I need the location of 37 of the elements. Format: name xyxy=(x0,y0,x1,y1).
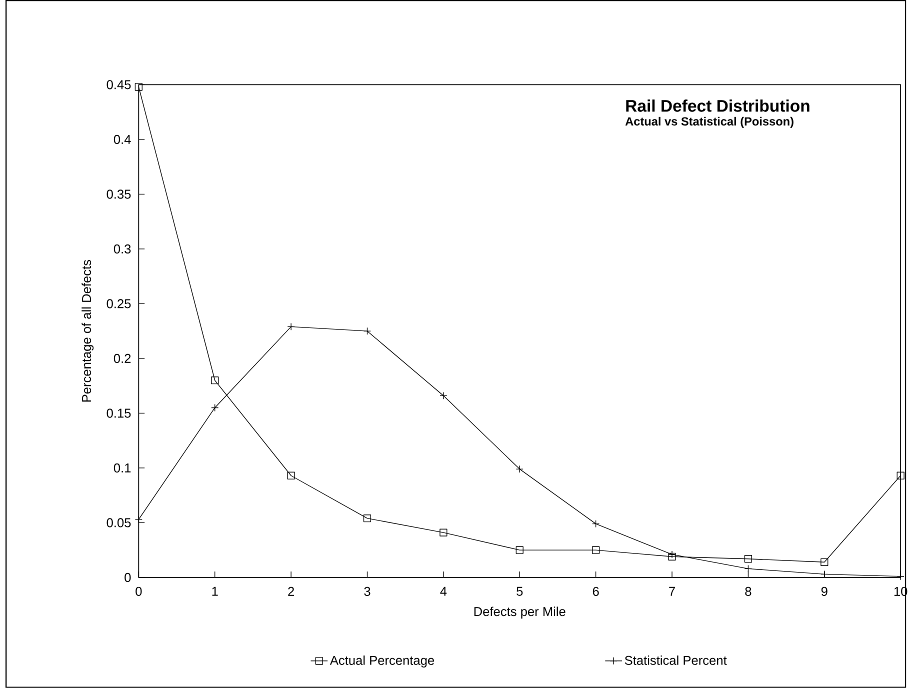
x-tick-label: 6 xyxy=(592,586,599,596)
y-tick-label: 0.05 xyxy=(106,518,131,528)
y-tick-label: 0.45 xyxy=(106,80,131,90)
point xyxy=(744,555,752,563)
point xyxy=(820,558,828,566)
point xyxy=(668,552,676,561)
text: Rail Defect Distribution xyxy=(626,100,810,112)
x-tick-label: 5 xyxy=(516,586,523,596)
x-tick-label: 9 xyxy=(821,586,828,596)
point xyxy=(134,83,142,91)
y-tick-label: 0.1 xyxy=(114,463,131,473)
legend-label: Statistical Percent xyxy=(624,656,727,665)
y-tick-label: 0.2 xyxy=(114,354,131,364)
y-tick-label: 0.15 xyxy=(106,408,131,418)
x-axis-title: Defects per Mile xyxy=(474,606,566,619)
text: Actual vs Statistical (Poisson) xyxy=(625,116,794,128)
y-tick-label: 0 xyxy=(124,572,131,582)
point xyxy=(287,472,295,480)
x-tick-label: 8 xyxy=(745,586,752,596)
x-tick-label: 0 xyxy=(136,586,142,596)
point xyxy=(363,514,372,522)
point xyxy=(516,546,524,554)
y-tick-label: 0.35 xyxy=(106,190,131,199)
y-tick-label: 0.3 xyxy=(114,244,131,254)
x-tick-label: 2 xyxy=(288,586,294,596)
y-tick-label: 0.25 xyxy=(106,299,131,308)
point xyxy=(211,376,219,384)
point xyxy=(896,472,904,480)
x-tick-label: 1 xyxy=(212,586,218,596)
y-tick-label: 0.4 xyxy=(114,134,131,144)
x-tick-label: 3 xyxy=(364,586,370,596)
x-tick-label: 4 xyxy=(440,586,447,596)
x-tick-label: 7 xyxy=(669,586,675,596)
y-axis-title: Percentage of all Defects xyxy=(82,260,94,402)
legend-label: Actual Percentage xyxy=(330,656,434,668)
point xyxy=(440,528,448,536)
point xyxy=(592,546,600,554)
